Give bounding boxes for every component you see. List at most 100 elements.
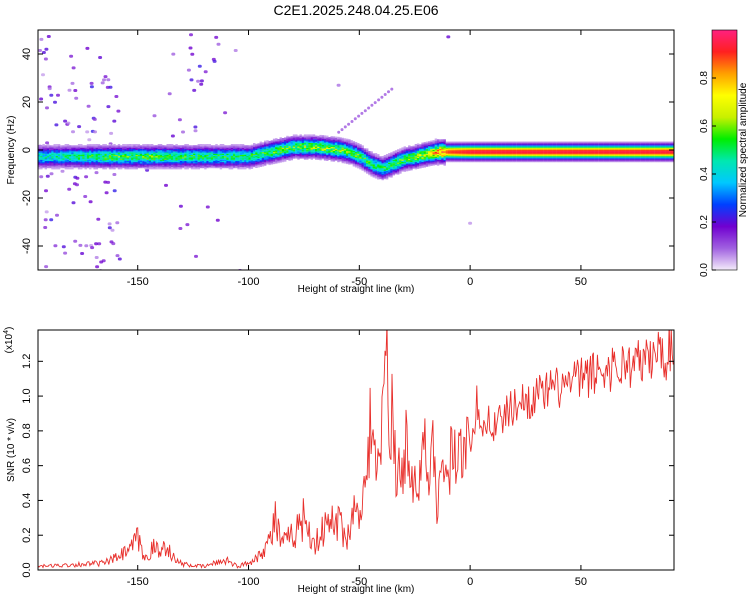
ridge-cell: [436, 142, 440, 145]
ridge-cell: [60, 166, 63, 169]
ridge-cell: [139, 166, 143, 169]
ridge-cell: [434, 149, 438, 151]
ridge-cell: [228, 158, 231, 160]
ridge-cell: [255, 155, 258, 158]
ridge-cell: [341, 154, 344, 156]
ridge-cell: [73, 159, 76, 161]
ridge-cell: [518, 156, 522, 158]
ridge-cell: [171, 150, 174, 152]
ridge-cell: [556, 160, 559, 163]
noise-speckle: [177, 118, 182, 122]
ridge-cell: [217, 152, 220, 154]
ridge-cell: [385, 175, 389, 178]
ridge-cell: [295, 146, 298, 148]
ridge-cell: [310, 153, 313, 155]
ridge-cell: [317, 152, 320, 154]
ridge-cell: [102, 159, 105, 161]
ridge-cell: [408, 162, 411, 164]
ridge-cell: [246, 145, 249, 147]
ridge-cell: [348, 146, 351, 148]
ridge-cell: [46, 160, 50, 163]
ridge-cell: [383, 167, 387, 169]
ridge-cell: [388, 154, 391, 156]
ridge-cell: [202, 158, 205, 160]
ridge-cell: [434, 138, 438, 140]
ridge-cell: [368, 166, 371, 168]
ridge-cell: [310, 152, 313, 154]
ridge-cell: [525, 156, 528, 158]
ridge-cell: [190, 160, 194, 163]
ridge-cell: [241, 162, 245, 164]
ridge-cell: [317, 155, 320, 157]
ridge-cell: [111, 156, 114, 158]
ridge-cell: [379, 156, 382, 158]
ridge-cell: [328, 141, 331, 144]
ridge-cell: [124, 154, 127, 157]
ridge-cell: [301, 138, 305, 140]
ridge-cell: [155, 162, 158, 164]
ridge-cell: [416, 155, 420, 157]
ridge-cell: [390, 169, 393, 171]
ridge-cell: [412, 161, 415, 163]
ridge-cell: [131, 151, 134, 153]
ridge-cell: [428, 157, 431, 160]
ridge-cell: [151, 162, 154, 164]
ridge-cell: [343, 153, 347, 156]
ridge-cell: [80, 146, 83, 148]
ridge-cell: [295, 148, 298, 151]
ridge-cell: [151, 160, 154, 163]
ridge-cell: [567, 147, 570, 149]
ridge-cell: [357, 162, 360, 164]
ridge-cell: [377, 172, 380, 174]
ridge-cell: [281, 147, 285, 149]
ridge-cell: [359, 146, 362, 148]
ridge-cell: [330, 150, 333, 152]
ridge-cell: [312, 154, 316, 157]
ridge-cell: [549, 151, 553, 153]
ridge-cell: [195, 147, 198, 149]
ridge-cell: [561, 141, 564, 143]
ridge-cell: [507, 146, 511, 148]
ridge-cell: [264, 145, 267, 147]
ridge-cell: [317, 151, 320, 153]
ridge-cell: [363, 160, 367, 162]
ridge-cell: [323, 137, 327, 140]
ridge-cell: [62, 145, 65, 147]
ridge-cell: [131, 158, 134, 160]
ridge-cell: [62, 150, 65, 152]
ridge-cell: [481, 150, 484, 152]
ridge-cell: [516, 160, 520, 163]
ridge-cell: [290, 157, 293, 160]
ridge-cell: [330, 144, 333, 146]
ridge-cell: [350, 152, 353, 154]
ridge-cell: [228, 146, 231, 148]
ridge-cell: [354, 152, 358, 155]
ridge-cell: [86, 147, 90, 149]
ridge-cell: [288, 147, 291, 149]
ridge-cell: [330, 138, 333, 140]
ridge-cell: [264, 149, 267, 151]
ridge-cell: [230, 159, 234, 161]
ridge-cell: [430, 158, 433, 160]
ridge-cell: [38, 164, 41, 166]
ridge-cell: [221, 156, 225, 158]
ridge-cell: [350, 154, 353, 156]
ridge-cell: [133, 153, 136, 155]
ridge-cell: [328, 145, 331, 147]
ridge-cell: [71, 165, 74, 167]
ridge-cell: [563, 157, 566, 159]
ridge-cell: [279, 143, 282, 145]
ridge-cell: [75, 151, 79, 153]
ridge-cell: [301, 136, 305, 139]
ridge-cell: [397, 160, 400, 162]
ridge-cell: [55, 165, 59, 167]
ridge-cell: [487, 156, 491, 158]
ridge-cell: [454, 142, 457, 145]
ridge-cell: [436, 152, 440, 154]
ridge-cell: [421, 149, 424, 152]
ridge-cell: [394, 168, 398, 170]
ridge-cell: [465, 146, 469, 148]
ridge-cell: [102, 154, 105, 157]
ridge-cell: [516, 159, 520, 161]
ridge-cell: [414, 156, 418, 158]
